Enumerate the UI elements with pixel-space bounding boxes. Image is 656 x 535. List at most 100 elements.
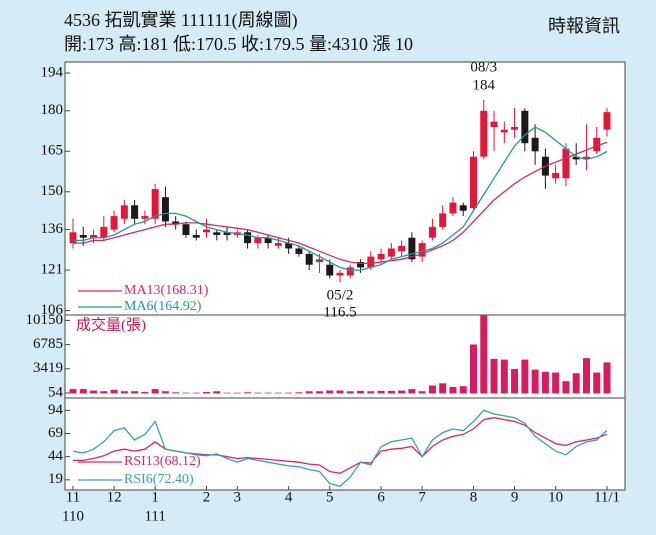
candle-body <box>182 224 190 235</box>
volume-bar <box>213 391 221 394</box>
y-tick-label: 6785 <box>33 336 63 352</box>
candle-body <box>398 245 406 252</box>
volume-bar <box>521 359 529 394</box>
volume-bar <box>254 392 262 394</box>
volume-bar <box>572 373 580 394</box>
annotation-label: 05/2 <box>327 288 354 304</box>
y-tick-label: 44 <box>48 448 64 464</box>
candle-body <box>408 237 416 260</box>
candle-body <box>367 256 375 268</box>
volume-bar <box>582 358 590 394</box>
volume-panel <box>64 314 626 399</box>
volume-bar <box>182 392 190 394</box>
volume-bar <box>439 383 447 394</box>
volume-bar <box>593 372 601 394</box>
candle-body <box>562 148 570 179</box>
x-tick-label: 3 <box>234 489 242 505</box>
volume-bar <box>346 391 354 394</box>
candle-body <box>511 127 519 130</box>
candle-body <box>90 235 98 238</box>
candle-body <box>603 112 611 130</box>
candle-body <box>439 213 447 227</box>
volume-bar <box>192 392 200 394</box>
candle-body <box>552 172 560 179</box>
legend-label: RSI6(72.40) <box>124 472 194 487</box>
candle-body <box>315 259 323 262</box>
volume-bar <box>470 344 477 394</box>
volume-bar <box>377 390 385 394</box>
x-tick-label: 11 <box>66 489 80 505</box>
volume-bar <box>387 390 395 394</box>
x-year-label: 111 <box>144 508 165 524</box>
x-tick-label: 4 <box>285 489 293 505</box>
volume-bar <box>295 392 303 394</box>
price-panel <box>64 61 626 316</box>
volume-bar <box>459 386 467 394</box>
candle-body <box>244 232 252 244</box>
candle-body <box>141 216 149 219</box>
volume-bar <box>79 389 87 394</box>
volume-bar <box>233 392 241 394</box>
x-year-label: 110 <box>62 508 84 524</box>
volume-bar <box>223 392 231 394</box>
volume-bar <box>203 391 210 394</box>
candle-body <box>346 267 354 276</box>
x-tick-label: 7 <box>418 489 426 505</box>
volume-bar <box>315 391 323 394</box>
candle-body <box>274 243 282 246</box>
candle-body <box>418 243 426 257</box>
volume-bar <box>90 390 98 394</box>
volume-bar <box>161 391 169 394</box>
candle-body <box>531 137 539 152</box>
candle-body <box>151 189 159 219</box>
annotation-label: 08/3 <box>470 59 497 75</box>
x-tick-label: 5 <box>326 489 334 505</box>
candle-body <box>192 235 200 238</box>
volume-bar <box>398 390 406 394</box>
candle-body <box>110 216 118 230</box>
candle-body <box>428 226 436 238</box>
y-tick-label: 19 <box>48 471 63 487</box>
series-line <box>73 141 608 265</box>
x-tick-label: 11/1 <box>594 489 620 505</box>
candle-body <box>213 232 221 235</box>
candle-body <box>459 205 467 211</box>
candle-body <box>120 205 128 219</box>
volume-bar <box>408 389 416 394</box>
volume-bar <box>552 372 560 394</box>
candle-body <box>295 248 303 254</box>
candle-body <box>470 156 477 208</box>
candle-body <box>305 253 313 265</box>
volume-bar <box>428 385 436 394</box>
volume-bar <box>490 358 498 394</box>
volume-bar <box>326 390 334 394</box>
candle-body <box>357 262 365 268</box>
volume-bar <box>172 392 180 394</box>
candle-body <box>593 137 601 152</box>
y-tick-label: 121 <box>41 262 64 278</box>
volume-bar <box>480 315 488 394</box>
volume-bar <box>531 369 539 394</box>
x-tick-label: 9 <box>511 489 519 505</box>
volume-bar <box>562 381 570 394</box>
y-tick-label: 94 <box>48 402 64 418</box>
x-tick-label: 10 <box>548 489 563 505</box>
y-tick-label: 150 <box>41 183 64 199</box>
volume-bar <box>131 391 139 394</box>
candle-body <box>521 110 529 144</box>
candle-body <box>223 232 231 235</box>
y-tick-label: 165 <box>41 143 64 159</box>
candle-body <box>377 253 385 260</box>
candle-body <box>500 129 508 133</box>
candle-body <box>79 235 87 238</box>
candle-body <box>131 205 139 219</box>
volume-bar <box>367 391 375 394</box>
candle-body <box>285 243 293 249</box>
y-tick-label: 3419 <box>33 360 63 376</box>
candle-body <box>480 110 488 157</box>
volume-bar <box>274 392 282 394</box>
volume-bar <box>511 368 519 394</box>
candle-body <box>582 156 590 160</box>
volume-bar <box>151 389 159 394</box>
